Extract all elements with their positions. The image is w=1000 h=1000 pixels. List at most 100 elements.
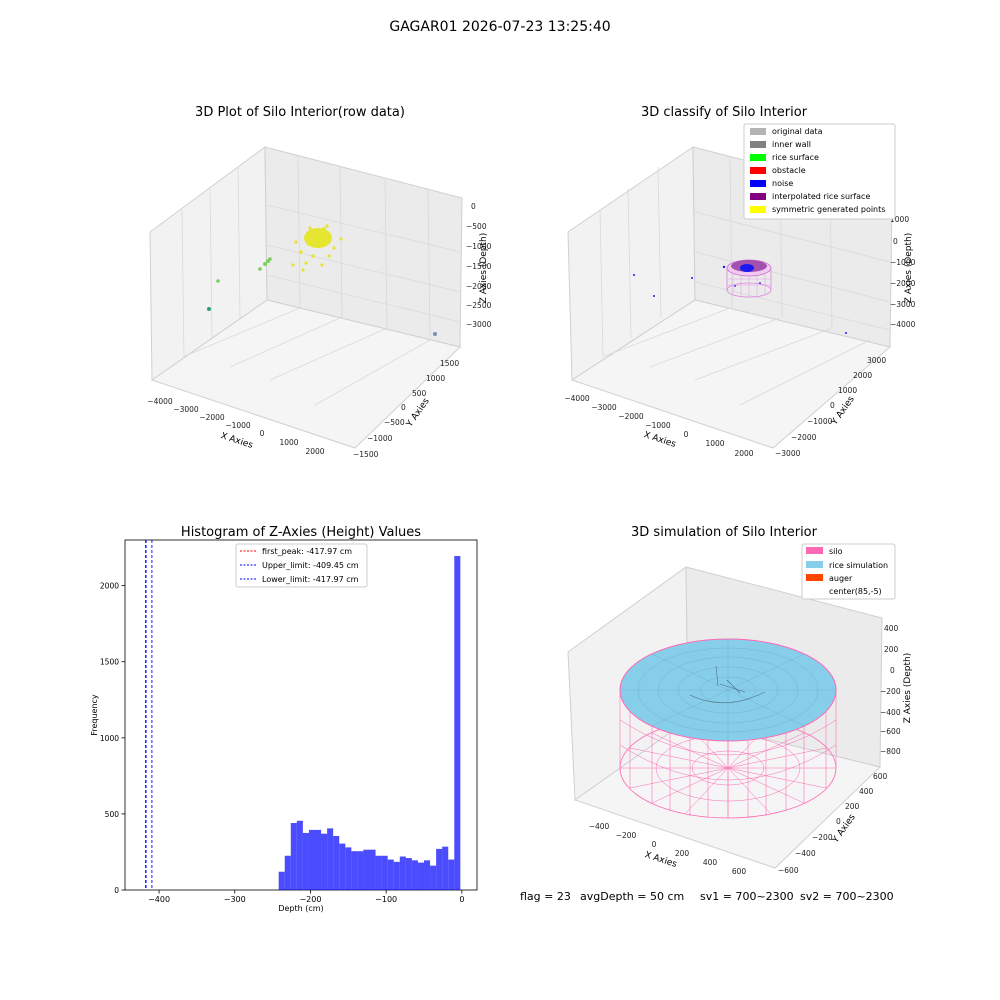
svg-text:−2000: −2000 xyxy=(791,433,817,442)
histogram-bar-17 xyxy=(381,855,388,890)
svg-text:1500: 1500 xyxy=(440,359,459,368)
svg-text:−1500: −1500 xyxy=(466,262,492,271)
raw-point-cloud xyxy=(207,224,437,336)
legend-swatch-noise xyxy=(750,180,766,187)
svg-text:−2000: −2000 xyxy=(890,279,916,288)
svg-text:1000: 1000 xyxy=(279,438,298,447)
histogram-bar-14 xyxy=(363,849,370,890)
svg-text:−400: −400 xyxy=(880,708,901,717)
svg-text:2000: 2000 xyxy=(734,449,753,458)
histogram-bar-18 xyxy=(387,859,394,890)
svg-text:1000: 1000 xyxy=(838,386,857,395)
histogram-legend: first_peak: -417.97 cm Upper_limit: -409… xyxy=(235,543,368,588)
status-footer: flag = 23 avgDepth = 50 cm sv1 = 700~230… xyxy=(520,890,894,903)
raw-outlier-point xyxy=(433,332,437,336)
histogram-x-axis-label: Depth (cm) xyxy=(278,904,323,913)
histogram-bar-5 xyxy=(308,829,316,890)
svg-text:−200: −200 xyxy=(812,833,833,842)
sim-z-axis-label: Z Axies (Depth) xyxy=(903,653,913,724)
svg-text:−800: −800 xyxy=(880,747,901,756)
histogram-x-tick-label-0: −400 xyxy=(148,895,170,904)
histogram-bar-24 xyxy=(424,860,431,890)
legend-label-noise: noise xyxy=(772,179,793,188)
legend-label-first-peak: first_peak: -417.97 cm xyxy=(262,547,352,556)
sim-x-axis-label: X Axies xyxy=(643,850,678,870)
svg-text:1000: 1000 xyxy=(705,439,724,448)
svg-text:−200: −200 xyxy=(616,831,637,840)
sim-rice-surface xyxy=(619,638,837,742)
svg-text:−1000: −1000 xyxy=(645,421,671,430)
legend-swatch-interpolated xyxy=(750,193,766,200)
svg-text:−4000: −4000 xyxy=(564,394,590,403)
histogram-bar-13 xyxy=(357,851,364,890)
histogram-bar-3 xyxy=(296,820,303,890)
histogram-x-ticks: −400 −300 −200 −100 0 xyxy=(148,890,464,904)
legend-label-original-data: original data xyxy=(772,127,823,136)
svg-text:−500: −500 xyxy=(384,418,405,427)
svg-text:0: 0 xyxy=(401,403,406,412)
svg-text:500: 500 xyxy=(412,389,427,398)
histogram-x-tick-label-3: −100 xyxy=(375,895,397,904)
histogram-y-tick-label-1: 500 xyxy=(105,810,120,819)
histogram-bar-27 xyxy=(442,846,449,890)
raw-x-tick-labels: −4000 −3000 −2000 −1000 0 1000 2000 xyxy=(147,397,324,456)
footer-avg-depth: avgDepth = 50 cm xyxy=(580,890,684,903)
svg-text:0: 0 xyxy=(652,840,657,849)
svg-text:−400: −400 xyxy=(589,822,610,831)
histogram-bar-6 xyxy=(315,829,322,890)
histogram-bar-21 xyxy=(405,858,412,890)
svg-text:−3000: −3000 xyxy=(173,405,199,414)
raw-green-points xyxy=(216,257,272,283)
legend-label-silo: silo xyxy=(829,547,843,556)
histogram-y-axis-label: Frequency xyxy=(90,694,99,736)
panel-histogram: Histogram of Z-Axies (Height) Values −40… xyxy=(90,525,478,913)
svg-text:0: 0 xyxy=(893,237,898,246)
svg-text:0: 0 xyxy=(260,429,265,438)
legend-swatch-original-data xyxy=(750,128,766,135)
histogram-y-ticks: 0 500 1000 1500 2000 xyxy=(100,582,125,895)
histogram-bar-22 xyxy=(411,860,418,890)
svg-text:−3000: −3000 xyxy=(775,449,801,458)
legend-swatch-auger xyxy=(806,574,823,581)
histogram-x-tick-label-2: −200 xyxy=(299,895,321,904)
histogram-bar-19 xyxy=(393,861,400,890)
legend-swatch-rice-surface xyxy=(750,154,766,161)
raw-y-tick-labels: −1500 −1000 −500 0 500 1000 1500 xyxy=(353,359,459,459)
svg-text:−2000: −2000 xyxy=(199,413,225,422)
raw-x-axis-label: X Axies xyxy=(219,431,254,451)
histogram-reference-lines xyxy=(145,540,153,890)
panel-simulation: 3D simulation of Silo Interior xyxy=(567,525,913,876)
footer-flag: flag = 23 xyxy=(520,890,571,903)
svg-text:−200: −200 xyxy=(880,687,901,696)
legend-label-symmetric: symmetric generated points xyxy=(772,205,885,214)
svg-text:200: 200 xyxy=(884,645,899,654)
legend-swatch-rice-simulation xyxy=(806,561,823,568)
raw-z-tick-labels: 0 −500 −1000 −1500 −2000 −2500 −3000 xyxy=(466,202,492,329)
histogram-title: Histogram of Z-Axies (Height) Values xyxy=(181,525,421,540)
svg-text:400: 400 xyxy=(884,624,899,633)
svg-text:200: 200 xyxy=(845,802,860,811)
svg-text:600: 600 xyxy=(873,772,888,781)
svg-text:400: 400 xyxy=(859,787,874,796)
histogram-bar-23 xyxy=(417,862,425,890)
histogram-bar-7 xyxy=(321,833,328,890)
panel-raw-title: 3D Plot of Silo Interior(row data) xyxy=(195,105,405,120)
classify-y-axis-label: Y Axies xyxy=(829,394,857,427)
svg-text:−1000: −1000 xyxy=(225,421,251,430)
svg-text:−2500: −2500 xyxy=(466,301,492,310)
svg-text:−3000: −3000 xyxy=(890,300,916,309)
histogram-bar-10 xyxy=(339,843,346,890)
histogram-bar-26 xyxy=(436,848,443,890)
svg-text:1000: 1000 xyxy=(426,374,445,383)
svg-text:0: 0 xyxy=(890,666,895,675)
svg-text:400: 400 xyxy=(703,858,718,867)
legend-label-auger: auger xyxy=(829,574,853,583)
sim-y-axis-label: Y Axies xyxy=(830,812,858,845)
histogram-x-tick-label-1: −300 xyxy=(224,895,246,904)
histogram-y-tick-label-3: 1500 xyxy=(100,658,119,667)
svg-text:200: 200 xyxy=(675,849,690,858)
svg-text:−1500: −1500 xyxy=(353,450,379,459)
classify-x-axis-label: X Axies xyxy=(642,430,677,450)
histogram-bar-28 xyxy=(448,859,455,890)
